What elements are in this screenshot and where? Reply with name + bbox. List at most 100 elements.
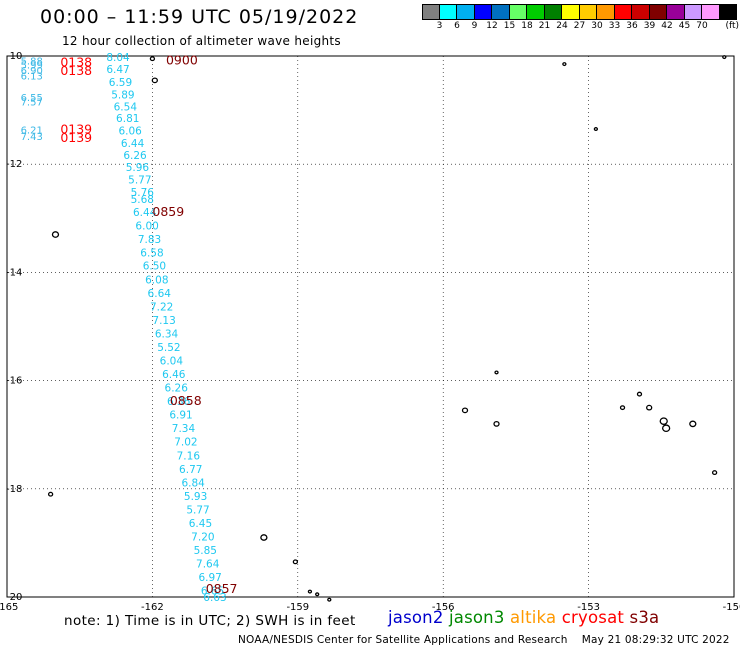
y-tick-label: -12	[6, 159, 22, 170]
swh-label: 6.54	[114, 101, 138, 113]
time-label: 0139	[60, 130, 92, 145]
swh-label: 6.26	[165, 383, 189, 395]
swh-label: 6.97	[198, 572, 221, 584]
swh-label: 5.68	[131, 194, 154, 206]
time-label: 0138	[60, 54, 92, 69]
mission-s3a: s3a	[624, 608, 660, 627]
scale-label: 30	[591, 21, 603, 31]
mission-jason3: jason3	[443, 608, 505, 627]
scale-swatch	[597, 4, 615, 20]
swh-label: 6.64	[148, 288, 172, 300]
swh-label: 6.58	[140, 247, 163, 259]
mission-jason2: jason2	[388, 608, 444, 627]
swh-label: 5.77	[128, 174, 151, 186]
island-icon	[151, 77, 158, 84]
scale-label: 24	[556, 21, 568, 31]
swh-label: 7.16	[177, 450, 201, 462]
swh-label: 6.47	[106, 64, 129, 76]
scale-swatch	[632, 4, 650, 20]
scale-unit-label: (ft)	[725, 21, 740, 31]
swh-label: 7.02	[174, 437, 197, 449]
x-tick-label: -162	[141, 602, 164, 613]
page-title: 00:00 – 11:59 UTC 05/19/2022	[40, 6, 359, 28]
swh-label: 5.89	[111, 89, 134, 101]
mission-legend: jason2 jason3 altika cryosat s3a	[388, 608, 659, 627]
island-icon	[722, 55, 727, 60]
y-tick-label: -14	[6, 267, 22, 278]
swh-label: 6.46	[162, 369, 186, 381]
swh-label: 6.04	[160, 356, 184, 368]
island-icon	[711, 470, 718, 476]
color-scale	[422, 4, 737, 20]
note-text: note: 1) Time is in UTC; 2) SWH is in fe…	[64, 613, 356, 629]
y-tick-label: -20	[6, 592, 22, 603]
swh-label: 6.63	[203, 592, 226, 604]
swh-label: 7.57	[21, 97, 43, 108]
page-subtitle: 12 hour collection of altimeter wave hei…	[62, 34, 341, 48]
island-icon	[646, 404, 653, 411]
swh-label: 6.65	[201, 586, 224, 598]
island-icon	[260, 534, 268, 541]
island-icon	[327, 597, 332, 602]
swh-label: 6.34	[155, 329, 179, 341]
island-icon	[493, 420, 500, 427]
swh-label: 6.84	[181, 477, 205, 489]
wave-height-labels: 5.885.996.906.13 6.557.57 6.217.43 8.046.47…	[21, 52, 238, 604]
swh-label: 5.76	[131, 187, 155, 199]
scale-swatch	[457, 4, 475, 20]
scale-label: 6	[454, 21, 460, 31]
island-icon	[689, 420, 697, 428]
swh-label: 6.44	[121, 138, 145, 150]
mission-altika: altika	[504, 608, 557, 627]
swh-label: 7.13	[152, 315, 175, 327]
swh-label: 5.96	[126, 162, 150, 174]
swh-label: 6.77	[179, 464, 202, 476]
scale-swatch	[562, 4, 580, 20]
island-icon	[149, 56, 156, 62]
scale-label: 15	[503, 21, 516, 31]
scale-swatch	[579, 4, 597, 20]
scale-label: 45	[678, 21, 691, 31]
scale-label: 36	[626, 21, 638, 31]
x-tick-label: -159	[286, 602, 309, 613]
scale-swatch	[492, 4, 510, 20]
swh-label: 6.81	[116, 113, 139, 125]
island-icon	[661, 424, 671, 433]
map-frame	[6, 55, 735, 598]
scale-label: 12	[486, 21, 498, 31]
islands	[47, 55, 727, 602]
scale-label: 39	[643, 21, 656, 31]
island-icon	[292, 559, 299, 565]
swh-label: 5.93	[184, 491, 207, 503]
y-tick-label: -10	[6, 51, 22, 62]
scale-swatch	[544, 4, 562, 20]
island-icon	[659, 417, 668, 425]
swh-label: 6.21	[21, 126, 43, 137]
credit-text: NOAA/NESDIS Center for Satellite Applica…	[238, 634, 730, 646]
swh-label: 8.04	[106, 52, 130, 64]
swh-label: 6.59	[109, 77, 132, 89]
time-label: 0857	[206, 581, 238, 596]
swh-label: 5.88	[21, 56, 43, 67]
scale-label: 18	[521, 21, 533, 31]
swh-label: 7.20	[191, 531, 214, 543]
swh-label: 5.52	[157, 342, 180, 354]
scale-swatch	[649, 4, 667, 20]
scale-swatch	[614, 4, 632, 20]
scale-swatch	[667, 4, 685, 20]
color-scale-labels: 3 6 9 12 15 18 21 24 27 30 33 36 39 42 45 70 (ft)	[422, 21, 740, 33]
scale-label: 42	[661, 21, 673, 31]
scale-label: 21	[538, 21, 551, 31]
time-label: 0900	[166, 52, 198, 67]
scale-label: 33	[608, 21, 621, 31]
swh-label: 7.64	[196, 558, 220, 570]
swh-label: 6.13	[21, 71, 43, 82]
island-icon	[307, 589, 313, 594]
swh-label: 6.50	[143, 260, 166, 272]
island-icon	[51, 231, 60, 238]
swh-label: 6.90	[21, 66, 43, 77]
swh-label: 6.08	[145, 274, 168, 286]
island-icon	[315, 592, 320, 597]
scale-swatch	[422, 4, 440, 20]
